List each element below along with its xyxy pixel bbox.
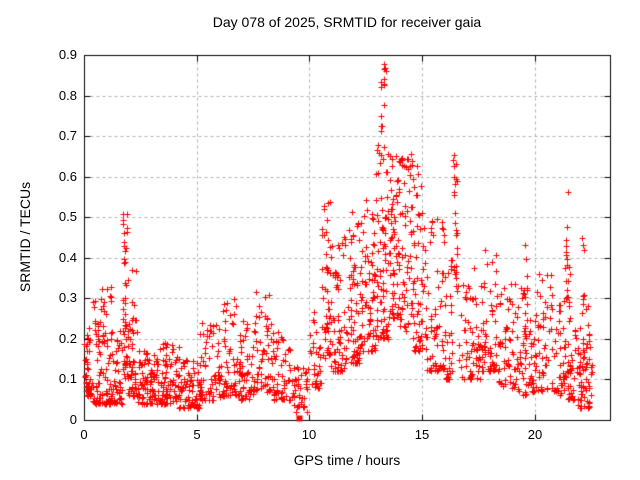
y-tick-label-0.2: 0.2 — [58, 331, 77, 346]
x-tick-label-20: 20 — [527, 427, 543, 442]
y-tick-label-0.1: 0.1 — [58, 371, 77, 386]
y-tick-label-0.4: 0.4 — [58, 250, 77, 265]
y-tick-label-0.6: 0.6 — [58, 169, 77, 184]
y-tick-label-0.5: 0.5 — [58, 209, 77, 224]
x-tick-label-0: 0 — [80, 427, 88, 442]
x-axis-title: GPS time / hours — [293, 452, 401, 468]
x-tick-label-15: 15 — [414, 427, 430, 442]
x-tick-label-5: 5 — [193, 427, 201, 442]
x-tick-label-10: 10 — [301, 427, 317, 442]
y-tick-label-0: 0 — [69, 412, 77, 427]
y-tick-label-0.3: 0.3 — [58, 290, 77, 305]
y-tick-label-0.9: 0.9 — [58, 47, 77, 62]
y-tick-label-0.7: 0.7 — [58, 128, 77, 143]
chart-title: Day 078 of 2025, SRMTID for receiver gai… — [212, 14, 482, 30]
y-tick-label-0.8: 0.8 — [58, 88, 77, 103]
